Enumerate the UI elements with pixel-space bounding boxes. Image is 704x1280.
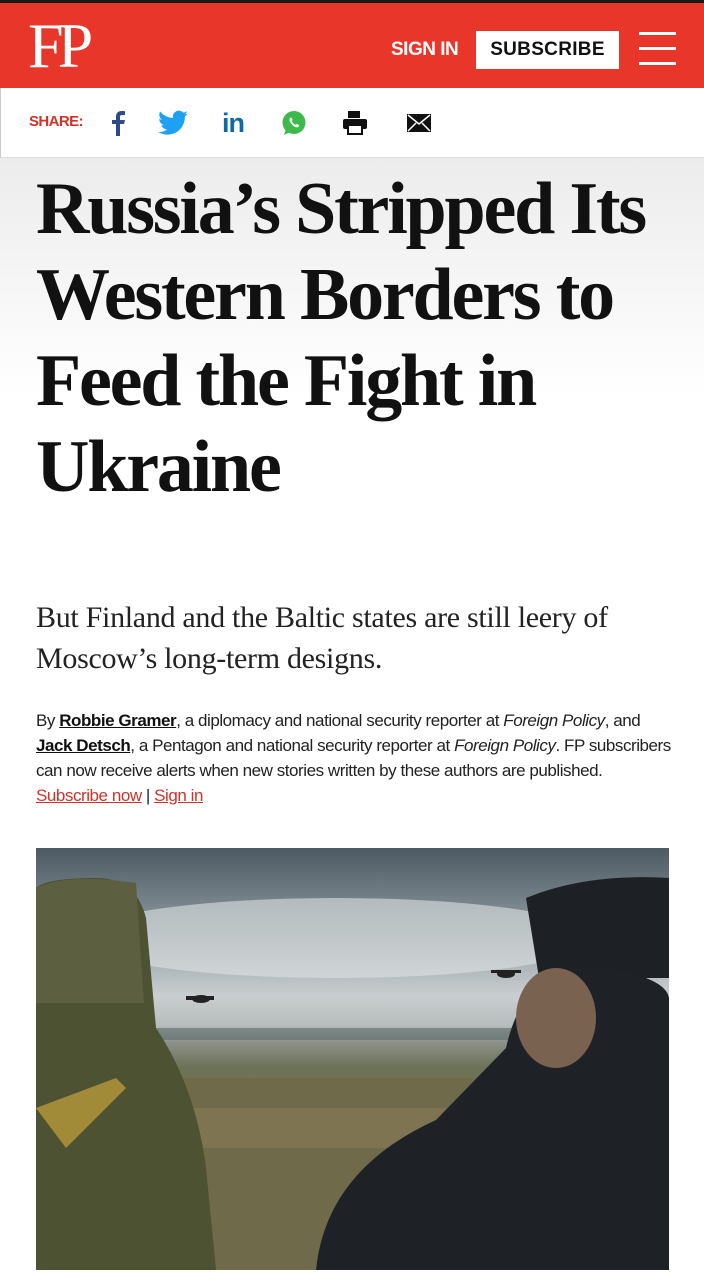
share-bar: SHARE: in [0,88,704,158]
publication-name: Foreign Policy [454,736,556,755]
twitter-icon[interactable] [156,106,190,140]
site-header: FP SIGN IN SUBSCRIBE [0,3,704,88]
article-headline: Russia’s Stripped Its Western Borders to… [36,168,647,508]
fp-logo[interactable]: FP [28,10,93,81]
status-strip [0,0,704,3]
subscribe-button[interactable]: SUBSCRIBE [476,31,619,69]
sign-in-link[interactable]: SIGN IN [391,39,459,60]
linkedin-icon[interactable]: in [222,107,245,138]
email-icon[interactable] [402,106,436,140]
print-icon[interactable] [338,106,372,140]
whatsapp-icon[interactable] [277,106,311,140]
author-description: , a Pentagon and national security repor… [130,736,455,755]
byline-and: , and [604,711,641,730]
byline-sign-in-link[interactable]: Sign in [154,786,204,805]
article-hero-image [36,848,669,1270]
soldiers-watching-helicopters-image [36,877,669,1270]
article-byline: By Robbie Gramer, a diplomacy and nation… [36,708,676,808]
publication-name: Foreign Policy [503,711,605,730]
facebook-icon[interactable] [101,106,135,140]
subscribe-now-link[interactable]: Subscribe now [36,786,142,805]
byline-by: By [36,711,60,730]
share-label: SHARE: [29,113,84,130]
author-description: , a diplomacy and national security repo… [176,711,504,730]
author-link-jack-detsch[interactable]: Jack Detsch [36,736,131,755]
author-link-robbie-gramer[interactable]: Robbie Gramer [59,711,177,730]
hamburger-menu-icon[interactable] [639,32,676,66]
article-deck: But Finland and the Baltic states are st… [36,601,608,675]
alerts-text: . FP subscribers can now receive alerts … [36,736,671,780]
separator: | [141,786,155,805]
headline-background [0,158,704,398]
